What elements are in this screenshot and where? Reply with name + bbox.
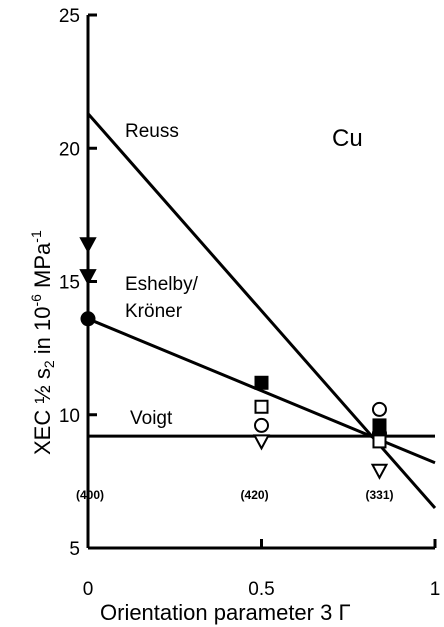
data-point-triangle-down-filled <box>79 237 97 254</box>
y-ticks: 5 10 15 20 25 <box>59 6 97 560</box>
x-tick-label: 0 <box>83 579 94 600</box>
reflection-label: (420) <box>241 488 269 502</box>
data-point-square-open <box>254 399 269 414</box>
data-point-triangle-down-filled <box>79 269 97 286</box>
y-tick-label: 10 <box>59 406 80 427</box>
data-point-circle-open <box>371 401 387 417</box>
data-point-square-filled <box>254 375 269 390</box>
data-point-triangle-down-open <box>252 434 271 451</box>
series-labels: Reuss Eshelby/Kröner Voigt <box>125 121 199 429</box>
data-point-triangle-down-open <box>370 463 389 480</box>
data-points <box>79 237 389 480</box>
y-tick-label: 20 <box>59 139 80 160</box>
y-tick-label: 25 <box>59 6 80 27</box>
series-label: Voigt <box>130 408 173 429</box>
series-label: Eshelby/Kröner <box>125 274 199 322</box>
y-axis-title: XEC ½ s2 in 10-6 MPa-1 <box>21 230 59 455</box>
data-point-circle-open <box>254 417 269 433</box>
material-label: Cu <box>332 125 363 152</box>
x-axis-title: Orientation parameter 3 Γ <box>100 600 351 625</box>
data-point-square-open <box>372 434 387 449</box>
y-tick-label: 5 <box>69 539 80 560</box>
reflection-labels: (400) (420) (331) <box>76 488 393 502</box>
x-tick-label: 0.5 <box>248 579 274 600</box>
y-tick-label: 15 <box>59 273 80 294</box>
series-label: Reuss <box>125 121 179 142</box>
x-ticks: 0 0.5 1 <box>83 539 441 600</box>
reflection-label: (400) <box>76 488 104 502</box>
reflection-label: (331) <box>365 488 393 502</box>
svg-text:XEC ½ s2: XEC ½ s2 in 10-6 MPa-1 <box>21 230 59 455</box>
x-tick-label: 1 <box>430 579 441 600</box>
data-point-circle-filled <box>80 311 96 327</box>
